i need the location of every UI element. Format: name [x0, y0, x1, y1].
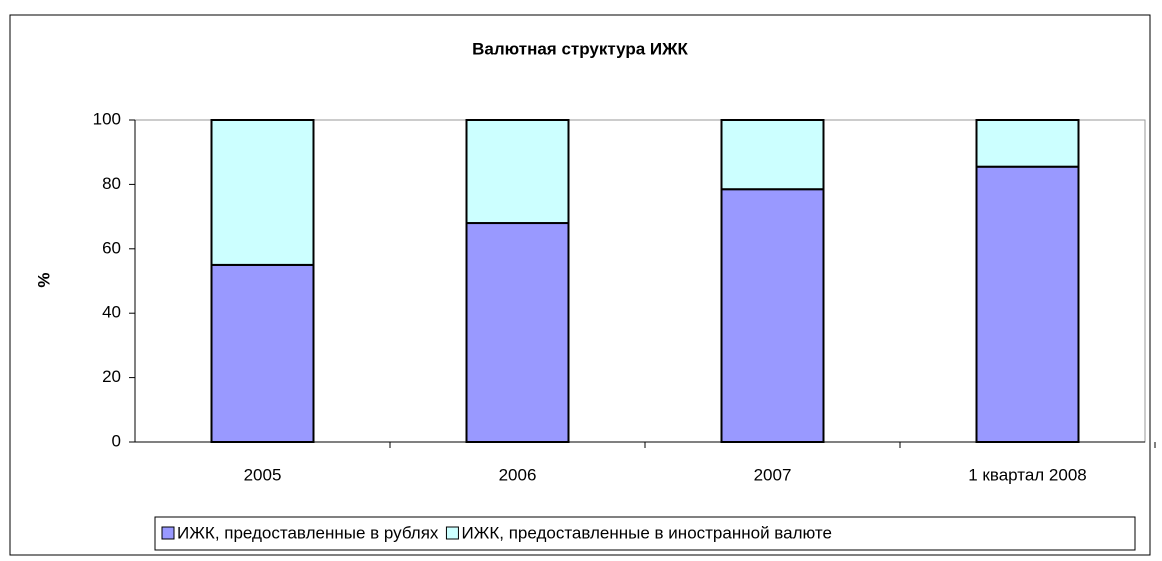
legend-box: [154, 516, 1136, 551]
y-tick-label: 40: [102, 303, 121, 322]
y-tick-label: 80: [102, 174, 121, 193]
bar: [210, 119, 315, 266]
legend-swatch: [161, 526, 175, 540]
x-tick-label: 1 квартал 2008: [968, 465, 1087, 484]
bar: [720, 188, 825, 443]
legend-label: ИЖК, предоставленные в рублях: [177, 523, 439, 542]
chart-title: Валютная структура ИЖК: [472, 39, 688, 58]
bar: [210, 263, 315, 443]
legend-label: ИЖК, предоставленные в иностранной валют…: [461, 523, 832, 542]
bar: [720, 119, 825, 191]
bar: [465, 119, 570, 225]
y-tick-label: 100: [93, 109, 121, 128]
legend-swatch: [445, 526, 459, 540]
bar: [465, 222, 570, 443]
y-axis-label: %: [34, 272, 53, 287]
bar: [975, 165, 1080, 443]
x-tick-label: 2006: [499, 465, 537, 484]
x-tick-label: 2005: [244, 465, 282, 484]
x-tick-label: 2007: [754, 465, 792, 484]
y-tick-label: 20: [102, 367, 121, 386]
bar: [975, 119, 1080, 168]
y-tick-label: 0: [112, 431, 121, 450]
chart-frame: [9, 14, 1151, 556]
y-tick-label: 60: [102, 238, 121, 257]
